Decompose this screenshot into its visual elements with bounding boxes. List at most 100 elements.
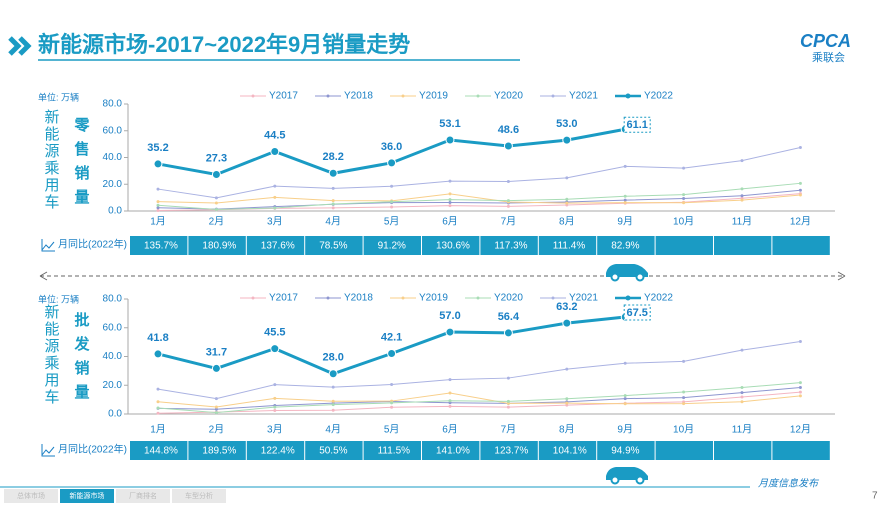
series-point <box>153 349 163 359</box>
legend-dot <box>625 93 631 99</box>
value-label: 31.7 <box>206 346 227 358</box>
yoy-cell <box>655 441 713 460</box>
series-line <box>157 392 801 408</box>
series-point <box>623 402 627 406</box>
x-tick-label: 11月 <box>732 216 752 228</box>
series-point <box>798 181 802 185</box>
unit-label: 单位: 万辆 <box>38 91 79 102</box>
x-tick-label: 11月 <box>732 424 752 436</box>
value-label: 53.0 <box>556 118 577 130</box>
series-point <box>156 208 160 212</box>
series-point <box>331 202 335 206</box>
car-wheel <box>635 272 645 282</box>
legend-dot <box>625 295 631 301</box>
series-point <box>506 204 510 208</box>
y-tick-label: 40.0 <box>103 351 123 362</box>
subtitle-char: 量 <box>74 189 89 206</box>
legend-label: Y2020 <box>494 91 523 102</box>
value-label: 28.0 <box>322 352 343 364</box>
side-label-char: 新 <box>44 109 59 126</box>
series-line <box>157 391 801 414</box>
side-label-char: 车 <box>44 194 59 211</box>
series-point <box>562 318 572 328</box>
x-tick-label: 2月 <box>209 424 225 436</box>
series-point <box>506 399 510 403</box>
series-point <box>331 403 335 407</box>
x-tick-label: 4月 <box>325 424 341 436</box>
x-tick-label: 6月 <box>442 424 458 436</box>
yoy-value: 50.5% <box>319 446 347 457</box>
series-point <box>331 206 335 210</box>
subtitle-char: 批 <box>74 311 89 329</box>
yoy-icon <box>41 239 55 252</box>
series-point <box>448 179 452 183</box>
series-point <box>623 394 627 398</box>
value-label: 36.0 <box>381 141 402 153</box>
subtitle-char: 售 <box>74 140 89 158</box>
series-point <box>273 206 277 210</box>
x-tick-label: 1月 <box>150 216 166 228</box>
x-tick-label: 2月 <box>209 216 225 228</box>
series-point <box>214 196 218 200</box>
series-point <box>331 385 335 389</box>
series-point <box>390 184 394 188</box>
series-point <box>623 198 627 202</box>
yoy-value: 180.9% <box>202 241 236 252</box>
yoy-cell <box>655 236 713 255</box>
yoy-cell <box>772 236 830 255</box>
series-line <box>157 382 801 414</box>
yoy-label: 月同比(2022年) <box>58 238 127 251</box>
footer-tab <box>116 489 170 503</box>
series-point <box>682 396 686 400</box>
legend-label: Y2019 <box>419 91 448 102</box>
side-label-char: 用 <box>44 177 59 194</box>
yoy-cell <box>714 236 772 255</box>
series-point <box>156 203 160 207</box>
legend-dot <box>476 296 480 300</box>
legend-dot <box>251 296 255 300</box>
series-point <box>273 409 277 413</box>
series-point <box>156 400 160 404</box>
series-line <box>157 387 801 410</box>
y-tick-label: 40.0 <box>103 152 123 163</box>
yoy-value: 123.7% <box>494 446 528 457</box>
series-line <box>157 189 801 210</box>
yoy-cell <box>538 236 597 255</box>
series-point <box>390 200 394 204</box>
series-point <box>331 186 335 190</box>
series-point <box>682 166 686 170</box>
series-point <box>682 197 686 201</box>
series-point <box>273 195 277 199</box>
series-point <box>156 206 160 210</box>
x-tick-label: 7月 <box>501 424 517 436</box>
side-label-char: 用 <box>44 372 59 389</box>
series-point <box>682 390 686 394</box>
x-tick-label: 10月 <box>673 424 694 436</box>
x-tick-label: 12月 <box>790 216 811 228</box>
series-point <box>270 344 280 354</box>
x-tick-label: 5月 <box>384 424 400 436</box>
y-tick-label: 0.0 <box>108 206 122 217</box>
yoy-cell <box>130 441 188 460</box>
legend-label: Y2019 <box>419 293 448 304</box>
series-point <box>214 397 218 401</box>
yoy-value: 94.9% <box>611 446 639 457</box>
series-point <box>273 184 277 188</box>
value-label-box <box>623 116 651 133</box>
footer-tab <box>60 489 114 503</box>
yoy-value: 189.5% <box>202 446 236 457</box>
series-point <box>211 169 221 179</box>
x-tick-label: 8月 <box>559 424 575 436</box>
yoy-label: 月同比(2022年) <box>58 443 127 456</box>
yoy-cell <box>305 236 363 255</box>
x-tick-label: 12月 <box>790 424 811 436</box>
yoy-cell <box>188 441 246 460</box>
series-point <box>273 396 277 400</box>
legend-label: Y2022 <box>644 293 673 304</box>
value-label: 53.1 <box>439 118 460 130</box>
series-point <box>328 168 338 178</box>
subtitle-char: 零 <box>73 117 90 134</box>
series-point <box>331 199 335 203</box>
yoy-value: 78.5% <box>319 241 347 252</box>
